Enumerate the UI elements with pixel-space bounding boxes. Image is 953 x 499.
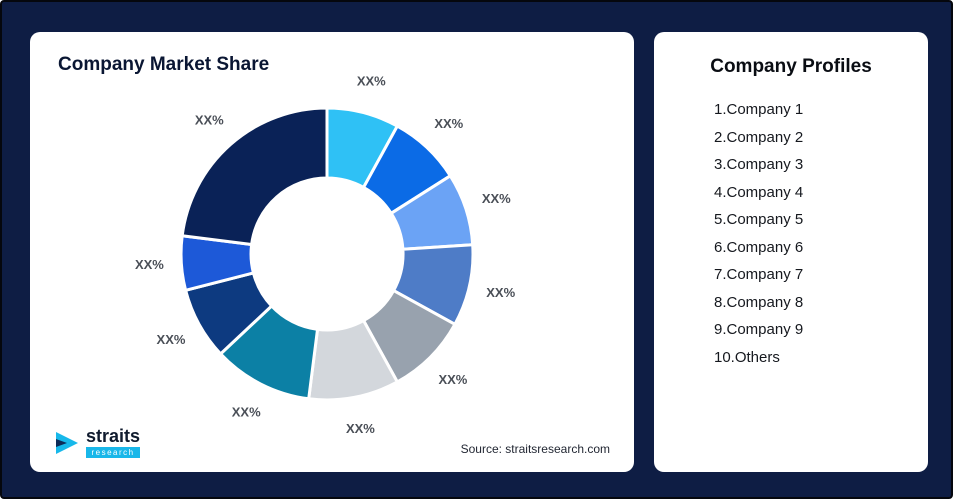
donut-slice — [180, 106, 329, 246]
source-text: Source: straitsresearch.com — [460, 442, 610, 456]
slice-label: XX% — [232, 405, 261, 420]
slice-label: XX% — [486, 285, 515, 300]
slice-label: XX% — [157, 332, 186, 347]
company-item: 9.Company 9 — [714, 321, 804, 338]
chart-title: Company Market Share — [58, 54, 270, 75]
logo-name: straits — [86, 426, 141, 446]
company-item: 1.Company 1 — [714, 101, 804, 118]
company-item: 3.Company 3 — [714, 156, 804, 173]
slice-label: XX% — [346, 421, 375, 436]
company-list: 1.Company 1 2.Company 2 3.Company 3 4.Compa… — [654, 78, 928, 371]
slice-label: XX% — [434, 116, 463, 131]
slice-label: XX% — [357, 74, 386, 89]
company-item: 8.Company 8 — [714, 293, 804, 311]
slice-label: XX% — [135, 257, 164, 272]
straits-arrow-icon — [56, 431, 78, 454]
straits-logo: straits research — [54, 426, 141, 458]
logo-text: straits research — [86, 426, 141, 458]
company-profiles-card: Company Profiles 1.Company 1 2.Company 2 3… — [654, 32, 928, 472]
donut-chart: XX% XX% XX% XX% XX% XX% XX% XX% XX% XX% — [135, 74, 516, 436]
company-item: 5.Company 5 — [714, 211, 804, 228]
market-share-card: Company Market Share XX% XX% XX% XX% XX% XX% X… — [30, 32, 634, 472]
company-item: 4.Company 4 — [714, 183, 804, 201]
slice-label: XX% — [438, 372, 467, 387]
profiles-title: Company Profiles — [710, 56, 872, 77]
company-item: 10.Others — [714, 348, 780, 366]
logo-sub-badge: research — [86, 447, 141, 458]
slice-label: XX% — [482, 191, 511, 206]
company-item: 6.Company 6 — [714, 238, 804, 256]
slice-label: XX% — [195, 113, 224, 128]
company-item: 7.Company 7 — [714, 266, 804, 283]
company-item: 2.Company 2 — [714, 128, 804, 146]
